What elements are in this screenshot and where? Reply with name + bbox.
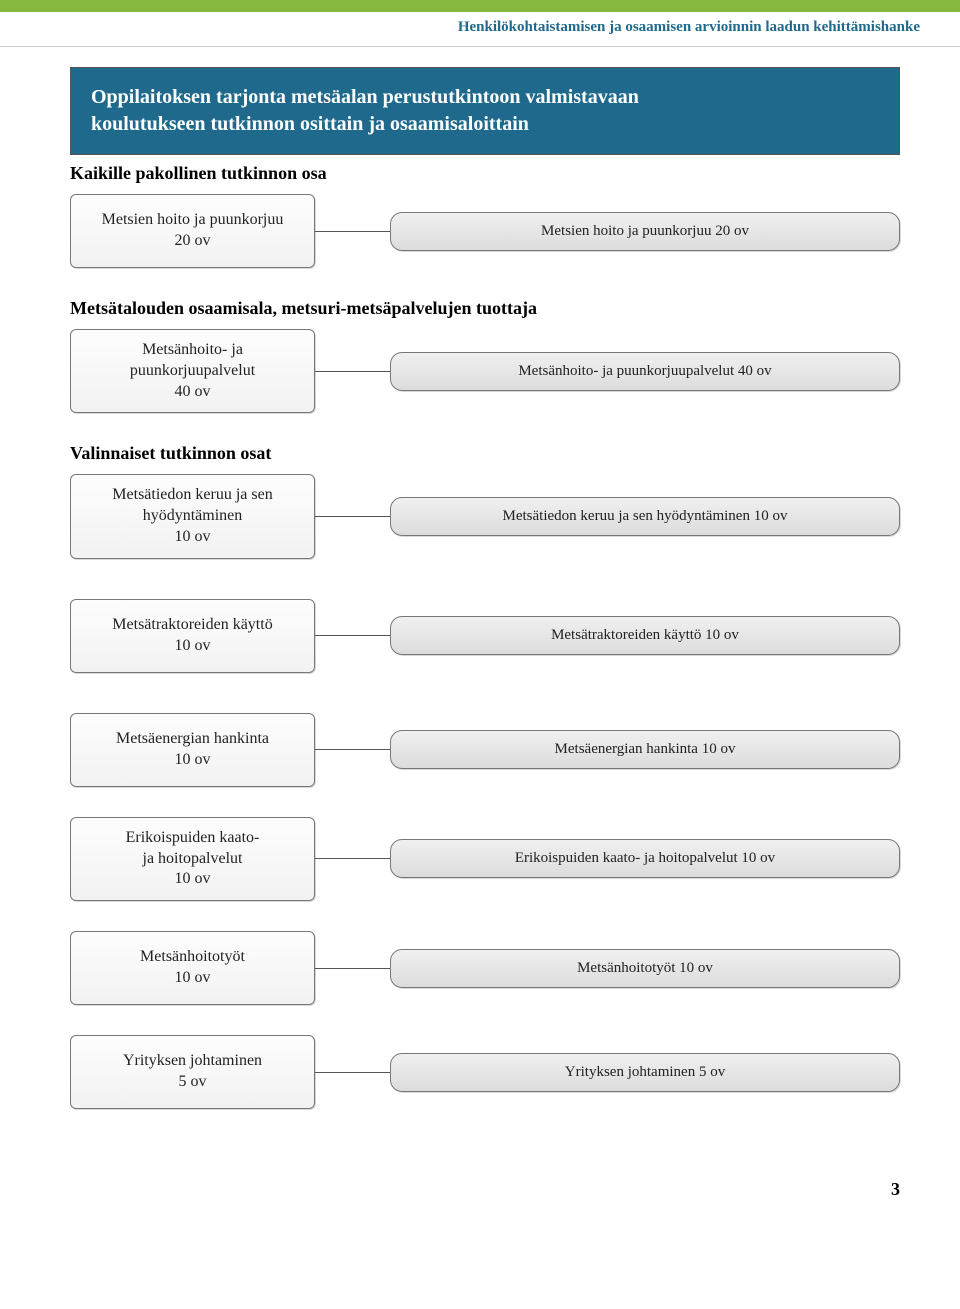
row-8: Yrityksen johtaminen 5 ov Yrityksen joht… xyxy=(70,1035,900,1109)
left-box-3-line2: hyödyntäminen xyxy=(143,506,243,527)
title-line-2: koulutukseen tutkinnon osittain ja osaam… xyxy=(91,111,879,138)
left-box-5-line2: 10 ov xyxy=(175,750,211,771)
top-banner xyxy=(0,0,960,12)
left-box-8-line2: 5 ov xyxy=(179,1072,207,1093)
left-box-2-line3: 40 ov xyxy=(175,382,211,403)
connector-4 xyxy=(315,635,390,636)
left-box-3-line1: Metsätiedon keruu ja sen xyxy=(112,485,272,506)
section-heading-3: Valinnaiset tutkinnon osat xyxy=(70,443,900,464)
left-box-1-line2: 20 ov xyxy=(175,231,211,252)
section-heading-2: Metsätalouden osaamisala, metsuri-metsäp… xyxy=(70,298,900,319)
left-box-3: Metsätiedon keruu ja sen hyödyntäminen 1… xyxy=(70,474,315,558)
left-box-6: Erikoispuiden kaato- ja hoitopalvelut 10… xyxy=(70,817,315,901)
left-box-7-line1: Metsänhoitotyöt xyxy=(140,947,245,968)
left-box-7: Metsänhoitotyöt 10 ov xyxy=(70,931,315,1005)
left-box-2-line1: Metsänhoito- ja xyxy=(142,340,243,361)
left-box-8-line1: Yrityksen johtaminen xyxy=(123,1051,262,1072)
title-block: Oppilaitoksen tarjonta metsäalan perustu… xyxy=(70,67,900,155)
left-box-5: Metsäenergian hankinta 10 ov xyxy=(70,713,315,787)
right-pill-3: Metsätiedon keruu ja sen hyödyntäminen 1… xyxy=(390,497,900,536)
right-pill-6: Erikoispuiden kaato- ja hoitopalvelut 10… xyxy=(390,839,900,878)
row-7: Metsänhoitotyöt 10 ov Metsänhoitotyöt 10… xyxy=(70,931,900,1005)
left-box-7-line2: 10 ov xyxy=(175,968,211,989)
right-pill-5: Metsäenergian hankinta 10 ov xyxy=(390,730,900,769)
row-2: Metsänhoito- ja puunkorjuupalvelut 40 ov… xyxy=(70,329,900,413)
content-area: Oppilaitoksen tarjonta metsäalan perustu… xyxy=(0,47,960,1169)
left-box-6-line2: ja hoitopalvelut xyxy=(143,849,243,870)
left-box-3-line3: 10 ov xyxy=(175,527,211,548)
row-1: Metsien hoito ja puunkorjuu 20 ov Metsie… xyxy=(70,194,900,268)
header-title: Henkilökohtaistamisen ja osaamisen arvio… xyxy=(458,19,920,35)
row-3: Metsätiedon keruu ja sen hyödyntäminen 1… xyxy=(70,474,900,558)
left-box-2-line2: puunkorjuupalvelut xyxy=(130,361,255,382)
row-5: Metsäenergian hankinta 10 ov Metsäenergi… xyxy=(70,713,900,787)
left-box-4-line2: 10 ov xyxy=(175,636,211,657)
page-number: 3 xyxy=(0,1169,960,1220)
left-box-2: Metsänhoito- ja puunkorjuupalvelut 40 ov xyxy=(70,329,315,413)
connector-2 xyxy=(315,371,390,372)
right-pill-8: Yrityksen johtaminen 5 ov xyxy=(390,1053,900,1092)
right-pill-7: Metsänhoitotyöt 10 ov xyxy=(390,949,900,988)
right-pill-2: Metsänhoito- ja puunkorjuupalvelut 40 ov xyxy=(390,352,900,391)
title-line-1: Oppilaitoksen tarjonta metsäalan perustu… xyxy=(91,84,879,111)
row-4: Metsätraktoreiden käyttö 10 ov Metsätrak… xyxy=(70,599,900,673)
connector-3 xyxy=(315,516,390,517)
left-box-8: Yrityksen johtaminen 5 ov xyxy=(70,1035,315,1109)
connector-7 xyxy=(315,968,390,969)
header-bar: Henkilökohtaistamisen ja osaamisen arvio… xyxy=(0,12,960,47)
connector-1 xyxy=(315,231,390,232)
left-box-1-line1: Metsien hoito ja puunkorjuu xyxy=(102,210,284,231)
left-box-5-line1: Metsäenergian hankinta xyxy=(116,729,269,750)
right-pill-4: Metsätraktoreiden käyttö 10 ov xyxy=(390,616,900,655)
left-box-4: Metsätraktoreiden käyttö 10 ov xyxy=(70,599,315,673)
left-box-1: Metsien hoito ja puunkorjuu 20 ov xyxy=(70,194,315,268)
connector-5 xyxy=(315,749,390,750)
left-box-6-line3: 10 ov xyxy=(175,869,211,890)
left-box-6-line1: Erikoispuiden kaato- xyxy=(126,828,260,849)
section-heading-1: Kaikille pakollinen tutkinnon osa xyxy=(70,163,900,184)
right-pill-1: Metsien hoito ja puunkorjuu 20 ov xyxy=(390,212,900,251)
left-box-4-line1: Metsätraktoreiden käyttö xyxy=(112,615,272,636)
connector-6 xyxy=(315,858,390,859)
connector-8 xyxy=(315,1072,390,1073)
row-6: Erikoispuiden kaato- ja hoitopalvelut 10… xyxy=(70,817,900,901)
